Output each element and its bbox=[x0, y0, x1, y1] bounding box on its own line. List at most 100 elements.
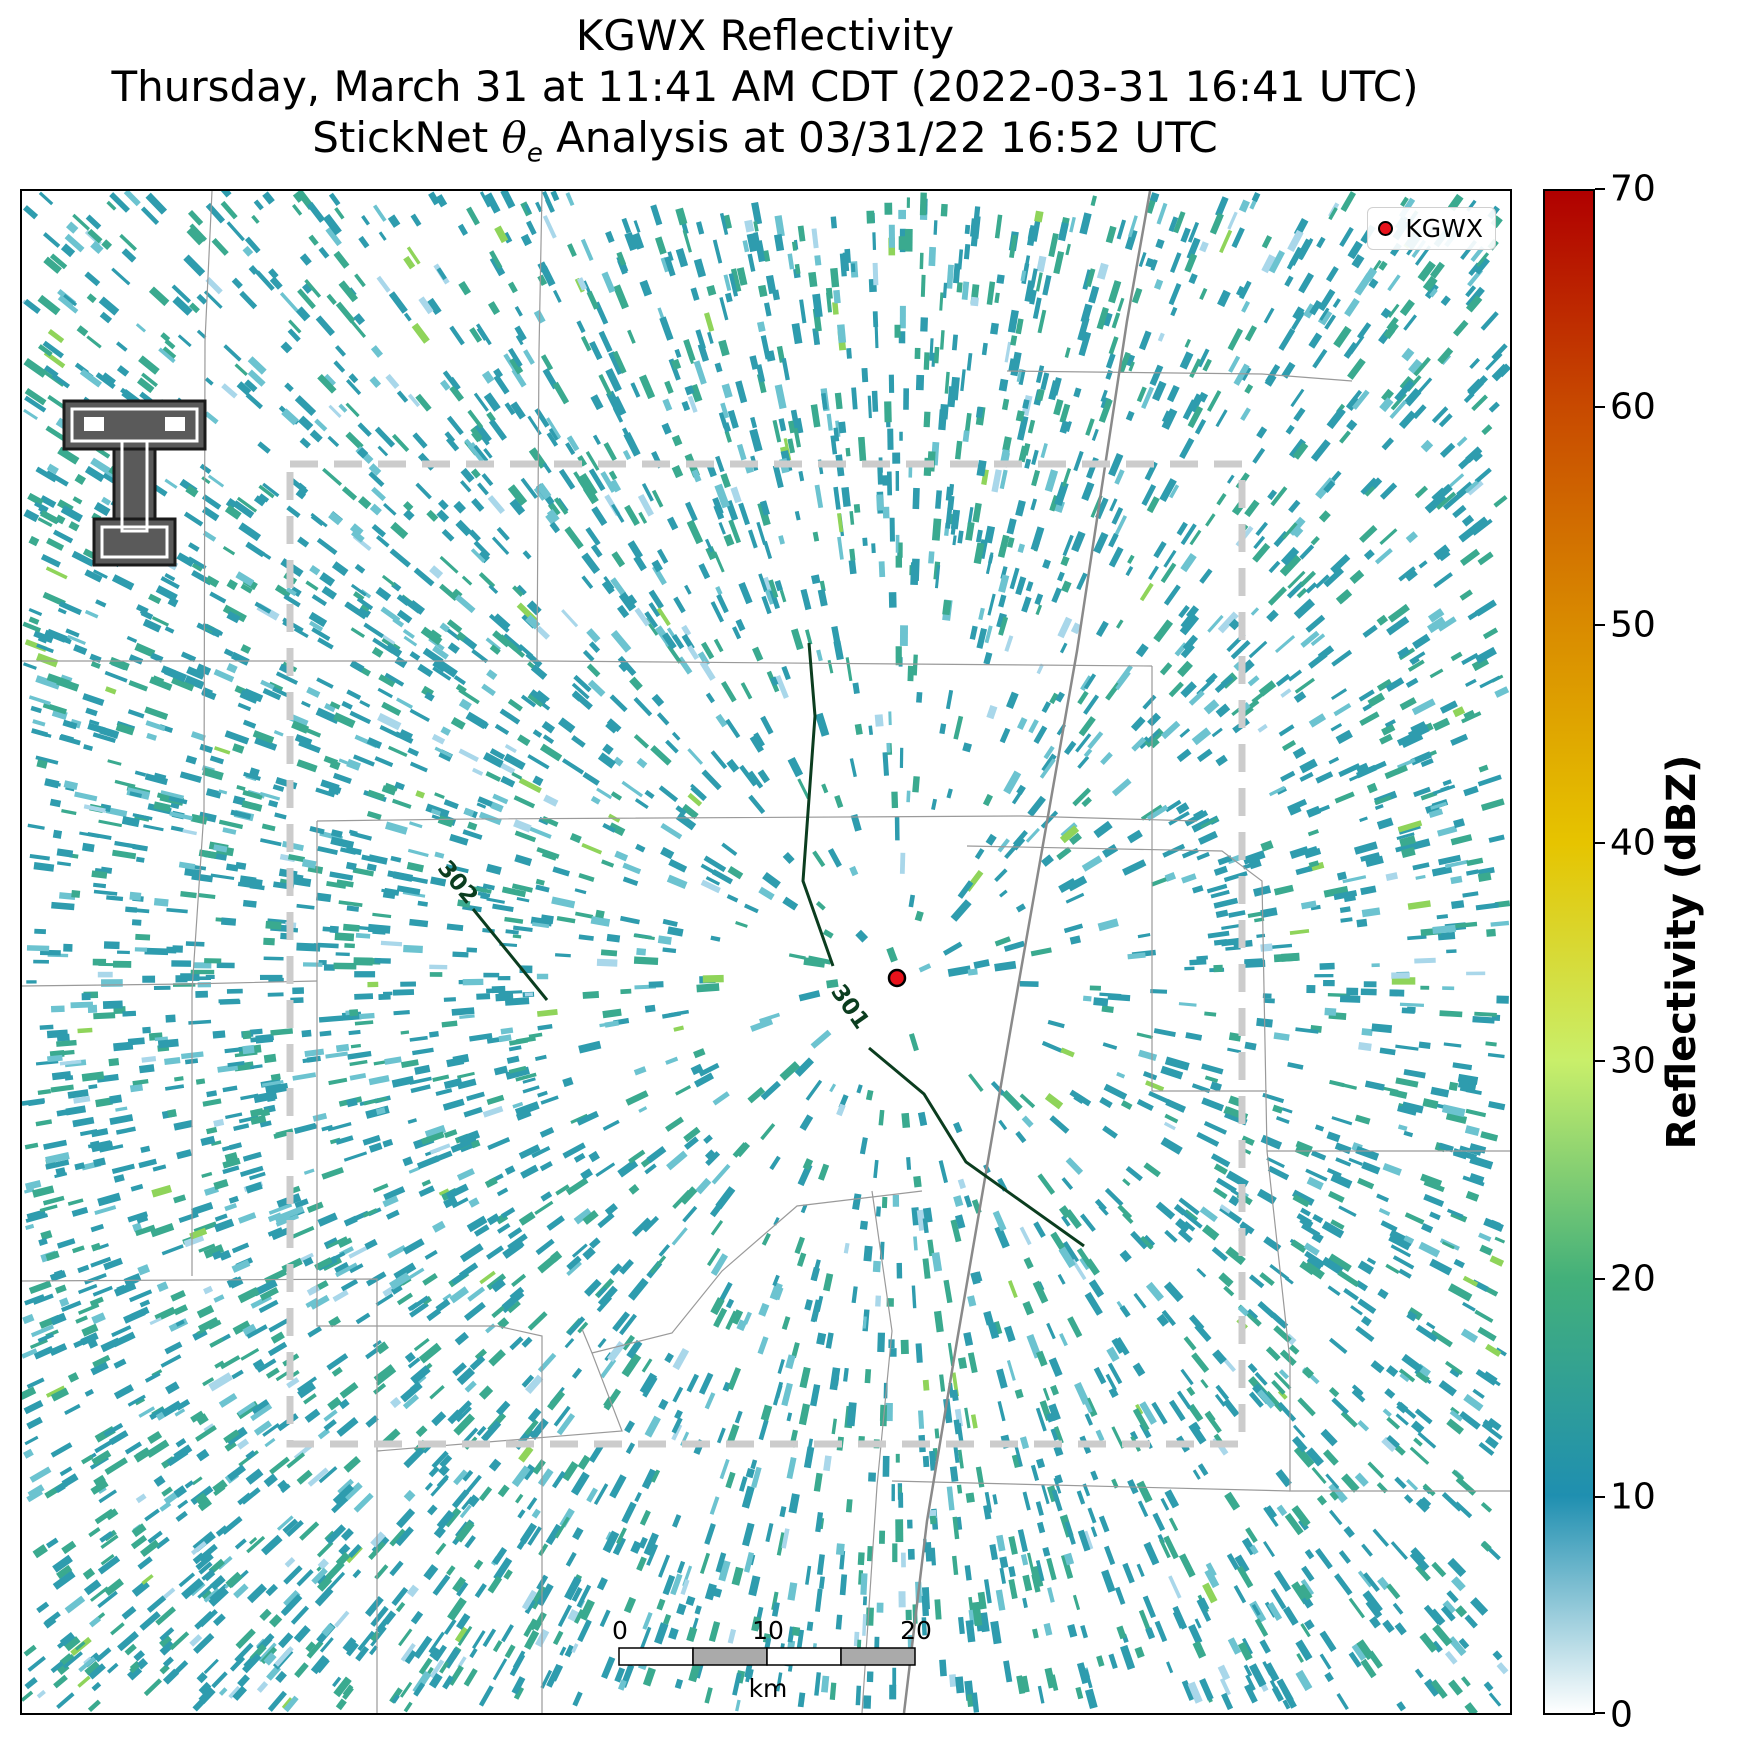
echo-gate bbox=[467, 442, 487, 463]
echo-gate bbox=[32, 1293, 54, 1305]
echo-gate bbox=[502, 633, 524, 653]
echo-gate bbox=[776, 1532, 786, 1556]
echo-gate bbox=[1439, 700, 1458, 714]
echo-gate bbox=[1284, 275, 1294, 287]
echo-gate bbox=[190, 1410, 205, 1423]
echo-gate bbox=[1080, 303, 1093, 324]
echo-gate bbox=[315, 892, 332, 903]
echo-gate bbox=[56, 1039, 77, 1047]
echo-gate bbox=[491, 536, 510, 556]
echo-gate bbox=[900, 1339, 909, 1355]
echo-gate bbox=[693, 360, 707, 385]
echo-gate bbox=[349, 1009, 359, 1017]
echo-gate bbox=[149, 1407, 166, 1420]
echo-gate bbox=[816, 1554, 825, 1575]
echo-gate bbox=[721, 680, 737, 703]
echo-gate bbox=[1263, 307, 1275, 324]
echo-gate bbox=[1122, 859, 1147, 876]
echo-gate bbox=[812, 293, 823, 318]
echo-gate bbox=[299, 437, 311, 449]
echo-gate bbox=[349, 1263, 364, 1274]
echo-gate bbox=[176, 552, 195, 567]
echo-gate bbox=[329, 701, 341, 710]
echo-gate bbox=[332, 1289, 349, 1303]
echo-gate bbox=[1165, 799, 1182, 813]
echo-gate bbox=[592, 434, 601, 446]
echo-gate bbox=[1041, 1484, 1050, 1505]
echo-gate bbox=[1362, 1590, 1383, 1614]
echo-gate bbox=[814, 712, 830, 737]
echo-gate bbox=[409, 708, 430, 723]
echo-gate bbox=[1433, 572, 1453, 589]
echo-gate bbox=[967, 968, 978, 976]
echo-gate bbox=[938, 1160, 949, 1184]
echo-gate bbox=[1465, 1088, 1482, 1096]
echo-gate bbox=[728, 519, 741, 544]
echo-gate bbox=[439, 555, 459, 574]
echo-gate bbox=[1164, 872, 1177, 882]
echo-gate bbox=[366, 737, 383, 749]
echo-gate bbox=[1142, 694, 1157, 710]
echo-gate bbox=[252, 1358, 265, 1370]
echo-gate bbox=[232, 743, 245, 754]
echo-gate bbox=[1137, 1500, 1149, 1518]
echo-gate bbox=[1115, 671, 1131, 691]
echo-gate bbox=[99, 1531, 114, 1543]
echo-gate bbox=[1021, 1675, 1030, 1693]
radar-site-marker[interactable] bbox=[887, 968, 907, 988]
echo-gate bbox=[195, 990, 208, 998]
echo-gate bbox=[469, 1355, 486, 1371]
echo-gate bbox=[291, 1225, 315, 1239]
echo-gate bbox=[140, 1539, 160, 1557]
echo-gate bbox=[725, 1298, 735, 1309]
echo-gate bbox=[35, 755, 59, 765]
echo-gate bbox=[674, 348, 682, 358]
echo-gate bbox=[1155, 238, 1165, 249]
echo-gate bbox=[602, 1008, 622, 1019]
echo-gate bbox=[859, 1220, 869, 1230]
echo-gate bbox=[823, 1273, 834, 1292]
echo-gate bbox=[675, 812, 697, 831]
echo-gate bbox=[196, 663, 212, 676]
echo-gate bbox=[1385, 677, 1405, 693]
echo-gate bbox=[161, 346, 177, 361]
echo-gate bbox=[1014, 1444, 1023, 1467]
echo-gate bbox=[484, 192, 501, 214]
echo-gate bbox=[1292, 442, 1309, 460]
echo-gate bbox=[435, 194, 448, 208]
echo-gate bbox=[1399, 697, 1417, 711]
echo-gate bbox=[26, 1416, 43, 1430]
echo-gate bbox=[1273, 884, 1294, 896]
echo-gate bbox=[1192, 885, 1204, 894]
echo-gate bbox=[906, 197, 910, 208]
echo-gate bbox=[75, 1641, 86, 1651]
echo-gate bbox=[1022, 443, 1031, 456]
echo-gate bbox=[482, 883, 495, 891]
echo-gate bbox=[454, 594, 476, 614]
echo-gate bbox=[270, 1073, 281, 1081]
echo-gate bbox=[1293, 407, 1306, 422]
echo-gate bbox=[1403, 1235, 1415, 1245]
echo-gate bbox=[326, 880, 347, 889]
echo-gate bbox=[463, 1668, 478, 1687]
echo-gate bbox=[242, 789, 263, 800]
echo-gate bbox=[639, 1372, 658, 1395]
echo-gate bbox=[950, 509, 961, 530]
echo-gate bbox=[166, 907, 188, 914]
echo-gate bbox=[849, 865, 859, 877]
echo-gate bbox=[518, 777, 542, 794]
echo-gate bbox=[471, 431, 481, 443]
echo-gate bbox=[939, 1659, 947, 1677]
echo-gate bbox=[56, 1692, 75, 1709]
echo-gate bbox=[97, 1555, 121, 1575]
echo-gate bbox=[532, 1459, 546, 1475]
echo-gate bbox=[493, 374, 510, 395]
echo-gate bbox=[1291, 525, 1304, 538]
echo-gate bbox=[1212, 1349, 1227, 1365]
echo-gate bbox=[1279, 1349, 1297, 1367]
echo-gate bbox=[837, 512, 844, 533]
radar-map[interactable]: 301 302 KGWX 0 10 20 bbox=[20, 189, 1512, 1715]
echo-gate bbox=[358, 496, 372, 510]
echo-gate bbox=[522, 1077, 536, 1084]
echo-gate bbox=[507, 1300, 521, 1314]
